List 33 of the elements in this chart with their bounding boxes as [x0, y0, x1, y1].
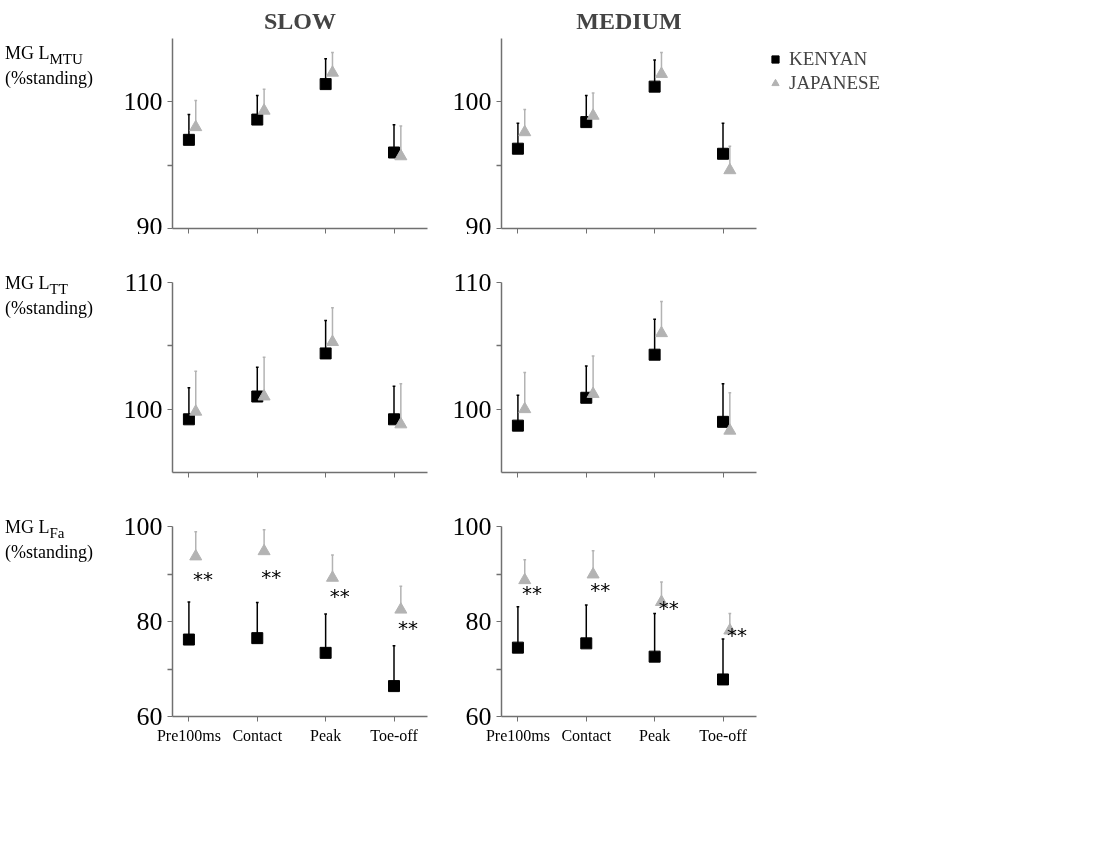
x-tick-label: Toe-off: [370, 726, 419, 744]
y-axis-title: MG L$_{Fa}$ (%standing): [5, 517, 93, 564]
annotation: **: [329, 583, 350, 608]
y-tick-label: 80: [465, 607, 492, 636]
x-tick-label: Peak: [310, 726, 342, 744]
annotation: **: [521, 581, 542, 606]
y-tick-label: 100: [452, 512, 492, 541]
x-tick-label: Contact: [232, 726, 283, 744]
y-axis-title: MG L$_{TT}$ (%standing): [5, 273, 93, 320]
y-tick-label: 80: [136, 607, 163, 636]
chart-title: MEDIUM: [576, 7, 682, 34]
x-tick-label: Contact: [561, 726, 612, 744]
y-tick-label: 110: [124, 268, 163, 297]
annotation: **: [398, 615, 418, 640]
legend-label: JAPANESE: [789, 72, 881, 94]
annotation: **: [261, 564, 282, 589]
y-tick-label: 90: [465, 211, 492, 241]
y-tick-label: 100: [123, 87, 163, 117]
y-tick-label: 110: [453, 268, 492, 297]
chart-title: SLOW: [263, 7, 337, 34]
x-tick-label: Toe-off: [699, 726, 748, 744]
annotation: **: [590, 577, 611, 602]
legend-label: KENYAN: [789, 48, 868, 70]
y-tick-label: 100: [123, 512, 163, 541]
y-tick-label: 90: [136, 211, 163, 241]
annotation: **: [727, 622, 747, 647]
y-axis-title: MG L$_{MTU}$ (%standing): [5, 43, 93, 90]
y-tick-label: 100: [452, 87, 492, 117]
annotation: **: [192, 567, 213, 592]
y-tick-label: 100: [452, 394, 492, 424]
annotation: **: [658, 595, 679, 620]
y-tick-label: 100: [123, 394, 163, 424]
x-tick-label: Peak: [639, 726, 671, 744]
